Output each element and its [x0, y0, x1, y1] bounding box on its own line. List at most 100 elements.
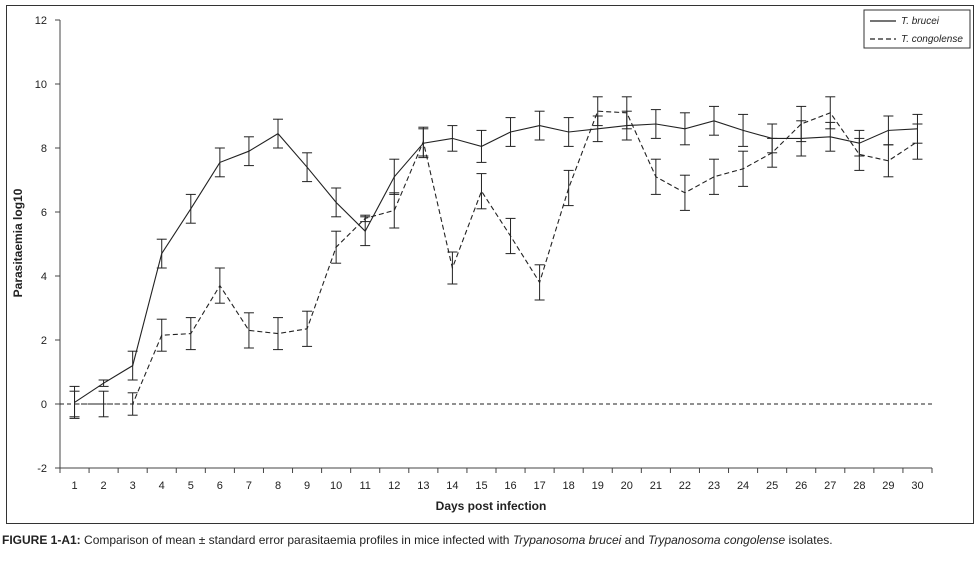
- error-bar-t-congolense: [214, 267, 225, 304]
- x-tick-label: 26: [795, 480, 807, 492]
- x-tick-label: 3: [130, 480, 136, 492]
- x-tick-label: 22: [679, 480, 691, 492]
- x-tick-label: 6: [217, 480, 223, 492]
- x-tick-label: 20: [621, 480, 633, 492]
- error-bar-t-congolense: [563, 169, 574, 207]
- error-bar-t-congolense: [767, 137, 778, 168]
- x-tick-label: 13: [417, 480, 429, 492]
- error-bar-t-congolense: [418, 126, 429, 157]
- error-bar-t-brucei: [679, 112, 690, 146]
- error-bar-t-congolense: [476, 173, 487, 210]
- error-bar-t-congolense: [389, 192, 400, 229]
- error-bar-t-brucei: [505, 117, 516, 147]
- x-tick-label: 29: [882, 480, 894, 492]
- y-axis-label: Parasitaemia log10: [11, 188, 25, 297]
- y-tick-label: 0: [41, 399, 47, 411]
- error-bar-t-congolense: [883, 144, 894, 178]
- x-tick-label: 25: [766, 480, 778, 492]
- error-bar-t-brucei: [243, 136, 254, 167]
- error-bar-t-congolense: [679, 174, 690, 211]
- y-tick-label: -2: [37, 463, 47, 475]
- error-bar-t-brucei: [273, 118, 283, 149]
- caption-text-1: Comparison of mean ± standard error para…: [80, 533, 513, 547]
- error-bar-t-brucei: [650, 109, 661, 139]
- error-bar-t-brucei: [302, 152, 313, 183]
- error-bar-t-brucei: [98, 379, 109, 387]
- error-bar-t-congolense: [592, 96, 603, 127]
- error-bar-t-brucei: [389, 158, 400, 195]
- x-tick-label: 15: [475, 480, 487, 492]
- series-line-t-congolense: [74, 110, 918, 405]
- error-bar-t-brucei: [156, 238, 167, 269]
- x-tick-label: 24: [737, 480, 749, 492]
- x-tick-label: 27: [824, 480, 836, 492]
- x-tick-label: 8: [275, 480, 281, 492]
- chart-frame: [6, 5, 974, 524]
- x-tick-label: 1: [71, 480, 77, 492]
- error-bar-t-congolense: [243, 312, 254, 349]
- error-bar-t-congolense: [98, 390, 109, 418]
- series-line-t-brucei: [74, 120, 918, 403]
- y-tick-label: 2: [41, 335, 47, 347]
- error-bar-t-congolense: [360, 214, 371, 223]
- error-bar-t-congolense: [302, 310, 313, 347]
- error-bar-t-congolense: [825, 96, 836, 130]
- x-tick-label: 23: [708, 480, 720, 492]
- x-tick-label: 30: [911, 480, 923, 492]
- figure-caption: FIGURE 1-A1: Comparison of mean ± standa…: [2, 533, 833, 547]
- error-bar-t-congolense: [738, 150, 749, 187]
- error-bar-t-brucei: [185, 193, 196, 224]
- x-tick-label: 12: [388, 480, 400, 492]
- x-tick-label: 19: [592, 480, 604, 492]
- legend-label-t-brucei: T. brucei: [901, 16, 940, 27]
- error-bar-t-congolense: [796, 105, 807, 143]
- x-tick-label: 18: [563, 480, 575, 492]
- y-tick-label: 12: [35, 15, 47, 27]
- error-bar-t-congolense: [854, 137, 865, 171]
- x-tick-label: 21: [650, 480, 662, 492]
- error-bar-t-congolense: [273, 317, 283, 351]
- error-bar-t-congolense: [156, 318, 167, 352]
- error-bar-t-congolense: [709, 158, 719, 195]
- error-bar-t-congolense: [447, 251, 458, 285]
- x-tick-label: 10: [330, 480, 342, 492]
- legend-label-t-congolense: T. congolense: [901, 34, 963, 45]
- error-bar-t-brucei: [709, 105, 719, 136]
- x-tick-label: 9: [304, 480, 310, 492]
- error-bar-t-brucei: [331, 187, 342, 218]
- x-tick-label: 7: [246, 480, 252, 492]
- caption-text-3: isolates.: [785, 533, 833, 547]
- caption-label: FIGURE 1-A1:: [2, 533, 81, 547]
- error-bar-t-brucei: [214, 147, 225, 178]
- error-bar-t-congolense: [127, 392, 138, 416]
- legend: T. brucei T. congolense: [863, 9, 971, 49]
- error-bar-t-congolense: [621, 96, 632, 130]
- y-tick-label: 10: [35, 79, 47, 91]
- error-bar-t-brucei: [447, 125, 458, 152]
- error-bar-t-brucei: [534, 110, 545, 141]
- x-tick-label: 28: [853, 480, 865, 492]
- y-tick-label: 6: [41, 207, 47, 219]
- error-bar-t-brucei: [127, 350, 138, 381]
- error-bar-t-congolense: [650, 158, 661, 195]
- caption-text-2: and: [621, 533, 649, 547]
- error-bar-t-congolense: [534, 264, 545, 301]
- x-axis-label: Days post infection: [436, 499, 547, 513]
- x-tick-label: 4: [159, 480, 165, 492]
- x-tick-label: 5: [188, 480, 194, 492]
- x-tick-label: 14: [446, 480, 458, 492]
- error-bar-t-congolense: [69, 390, 80, 418]
- caption-species-1: Trypanosoma brucei: [512, 533, 622, 547]
- error-bar-t-brucei: [476, 129, 487, 163]
- error-bar-t-brucei: [563, 117, 574, 147]
- error-bar-t-congolense: [185, 317, 196, 351]
- y-tick-label: 4: [41, 271, 47, 283]
- x-tick-label: 11: [359, 480, 370, 492]
- x-tick-label: 2: [101, 480, 107, 492]
- x-tick-label: 16: [504, 480, 516, 492]
- error-bar-t-congolense: [331, 230, 342, 264]
- x-tick-label: 17: [533, 480, 545, 492]
- error-bar-t-brucei: [738, 113, 749, 147]
